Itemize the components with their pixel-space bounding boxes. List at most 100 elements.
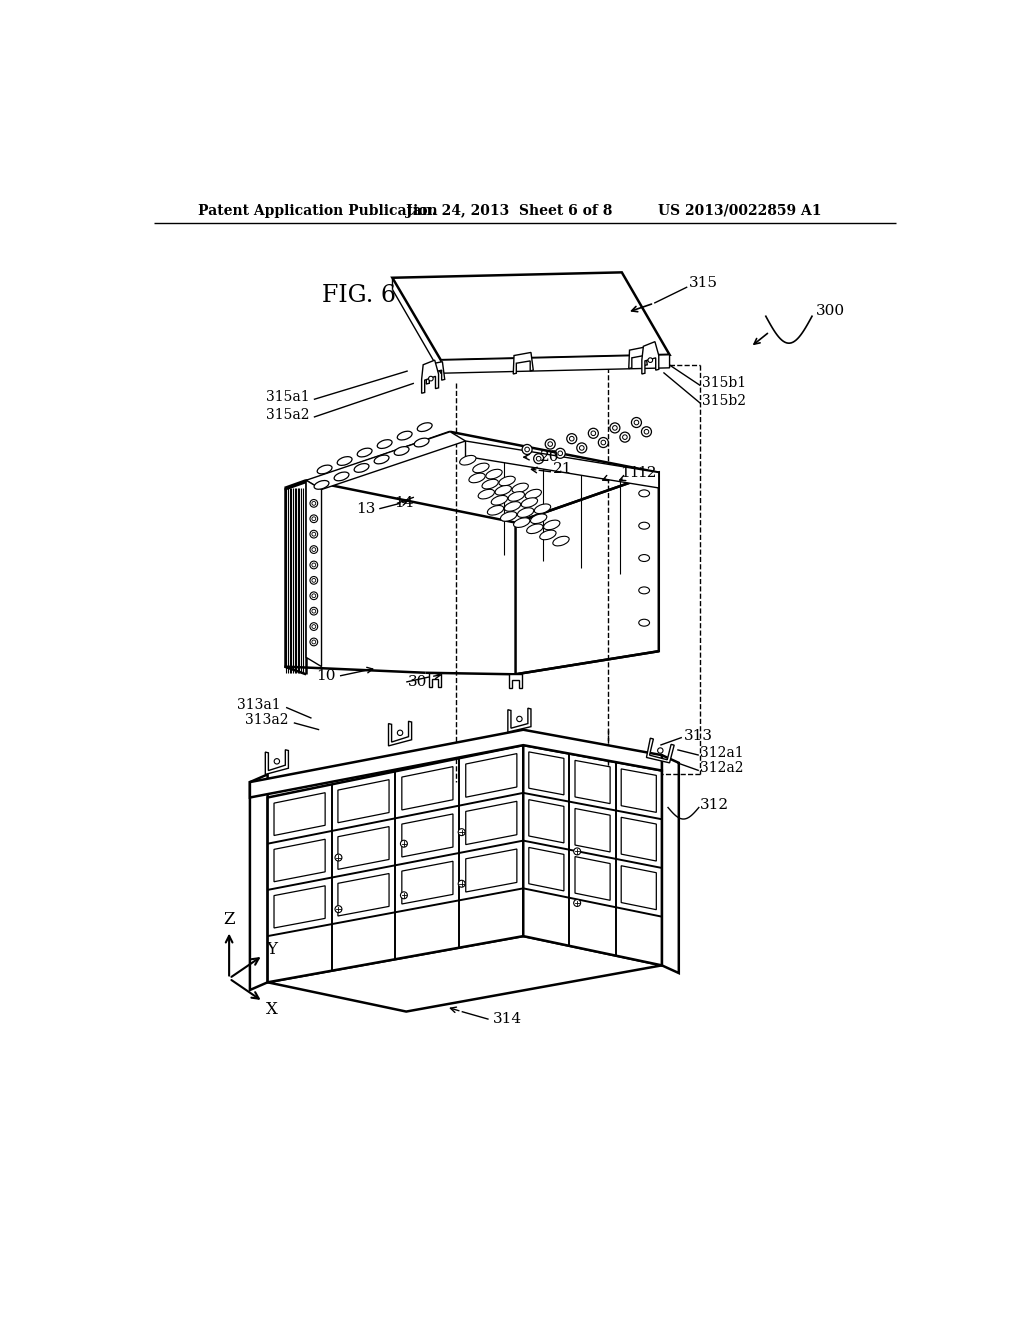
- Circle shape: [312, 578, 315, 582]
- Polygon shape: [338, 826, 389, 870]
- Ellipse shape: [639, 554, 649, 561]
- Circle shape: [537, 457, 541, 461]
- Circle shape: [517, 717, 522, 722]
- Ellipse shape: [525, 490, 542, 499]
- Ellipse shape: [492, 495, 508, 506]
- Circle shape: [620, 432, 630, 442]
- Text: 312a1: 312a1: [700, 746, 744, 760]
- Circle shape: [548, 442, 553, 446]
- Polygon shape: [509, 675, 521, 688]
- Ellipse shape: [337, 457, 352, 466]
- Ellipse shape: [544, 520, 560, 529]
- Polygon shape: [466, 754, 517, 797]
- Ellipse shape: [521, 498, 538, 507]
- Text: 315a2: 315a2: [265, 408, 309, 422]
- Circle shape: [580, 446, 584, 450]
- Circle shape: [335, 906, 342, 912]
- Text: FIG. 6: FIG. 6: [322, 284, 395, 308]
- Circle shape: [641, 426, 651, 437]
- Ellipse shape: [639, 523, 649, 529]
- Ellipse shape: [553, 536, 569, 546]
- Ellipse shape: [487, 506, 504, 515]
- Polygon shape: [267, 936, 662, 1011]
- Ellipse shape: [354, 463, 369, 473]
- Circle shape: [534, 454, 544, 463]
- Ellipse shape: [508, 491, 524, 502]
- Circle shape: [400, 841, 408, 847]
- Ellipse shape: [514, 517, 529, 528]
- Polygon shape: [622, 866, 656, 909]
- Circle shape: [623, 434, 628, 440]
- Polygon shape: [306, 480, 322, 667]
- Polygon shape: [250, 730, 662, 797]
- Text: 313: 313: [683, 729, 713, 743]
- Ellipse shape: [469, 473, 485, 483]
- Ellipse shape: [374, 455, 389, 463]
- Polygon shape: [513, 352, 534, 374]
- Circle shape: [591, 432, 596, 436]
- Circle shape: [310, 531, 317, 539]
- Polygon shape: [466, 441, 658, 488]
- Ellipse shape: [526, 524, 543, 533]
- Polygon shape: [523, 744, 662, 965]
- Polygon shape: [508, 708, 531, 733]
- Polygon shape: [629, 347, 647, 368]
- Polygon shape: [429, 673, 441, 686]
- Polygon shape: [401, 861, 453, 904]
- Circle shape: [610, 422, 620, 433]
- Ellipse shape: [530, 513, 547, 524]
- Circle shape: [458, 829, 465, 836]
- Polygon shape: [274, 840, 326, 882]
- Ellipse shape: [639, 587, 649, 594]
- Circle shape: [312, 640, 315, 644]
- Circle shape: [522, 445, 532, 454]
- Polygon shape: [267, 744, 523, 982]
- Polygon shape: [338, 874, 389, 916]
- Ellipse shape: [517, 508, 534, 517]
- Circle shape: [310, 623, 317, 631]
- Ellipse shape: [460, 455, 476, 465]
- Ellipse shape: [499, 477, 515, 486]
- Circle shape: [312, 594, 315, 598]
- Circle shape: [310, 591, 317, 599]
- Polygon shape: [392, 272, 670, 360]
- Text: 313a2: 313a2: [245, 714, 289, 727]
- Polygon shape: [466, 801, 517, 845]
- Circle shape: [632, 417, 641, 428]
- Circle shape: [310, 561, 317, 569]
- Circle shape: [569, 437, 574, 441]
- Polygon shape: [528, 752, 564, 795]
- Ellipse shape: [639, 490, 649, 496]
- Ellipse shape: [504, 502, 520, 511]
- Circle shape: [312, 502, 315, 506]
- Ellipse shape: [397, 432, 412, 440]
- Text: 21: 21: [553, 462, 572, 477]
- Text: 314: 314: [493, 1012, 521, 1026]
- Polygon shape: [274, 793, 326, 836]
- Polygon shape: [306, 432, 466, 490]
- Ellipse shape: [501, 512, 517, 521]
- Polygon shape: [422, 360, 438, 393]
- Polygon shape: [528, 847, 564, 891]
- Circle shape: [598, 437, 608, 447]
- Circle shape: [312, 610, 315, 612]
- Ellipse shape: [414, 438, 429, 447]
- Text: 14: 14: [394, 495, 414, 510]
- Ellipse shape: [357, 449, 372, 457]
- Polygon shape: [662, 755, 679, 973]
- Text: 312a2: 312a2: [700, 762, 743, 775]
- Text: X: X: [265, 1001, 278, 1018]
- Polygon shape: [642, 342, 658, 374]
- Circle shape: [601, 441, 605, 445]
- Ellipse shape: [478, 490, 495, 499]
- Ellipse shape: [314, 480, 329, 490]
- Circle shape: [397, 730, 402, 735]
- Circle shape: [555, 449, 565, 458]
- Polygon shape: [265, 750, 289, 775]
- Text: 10: 10: [315, 669, 336, 682]
- Text: 13: 13: [356, 502, 376, 516]
- Ellipse shape: [317, 465, 332, 474]
- Text: 313a1: 313a1: [238, 698, 281, 711]
- Polygon shape: [388, 721, 412, 746]
- Polygon shape: [401, 814, 453, 857]
